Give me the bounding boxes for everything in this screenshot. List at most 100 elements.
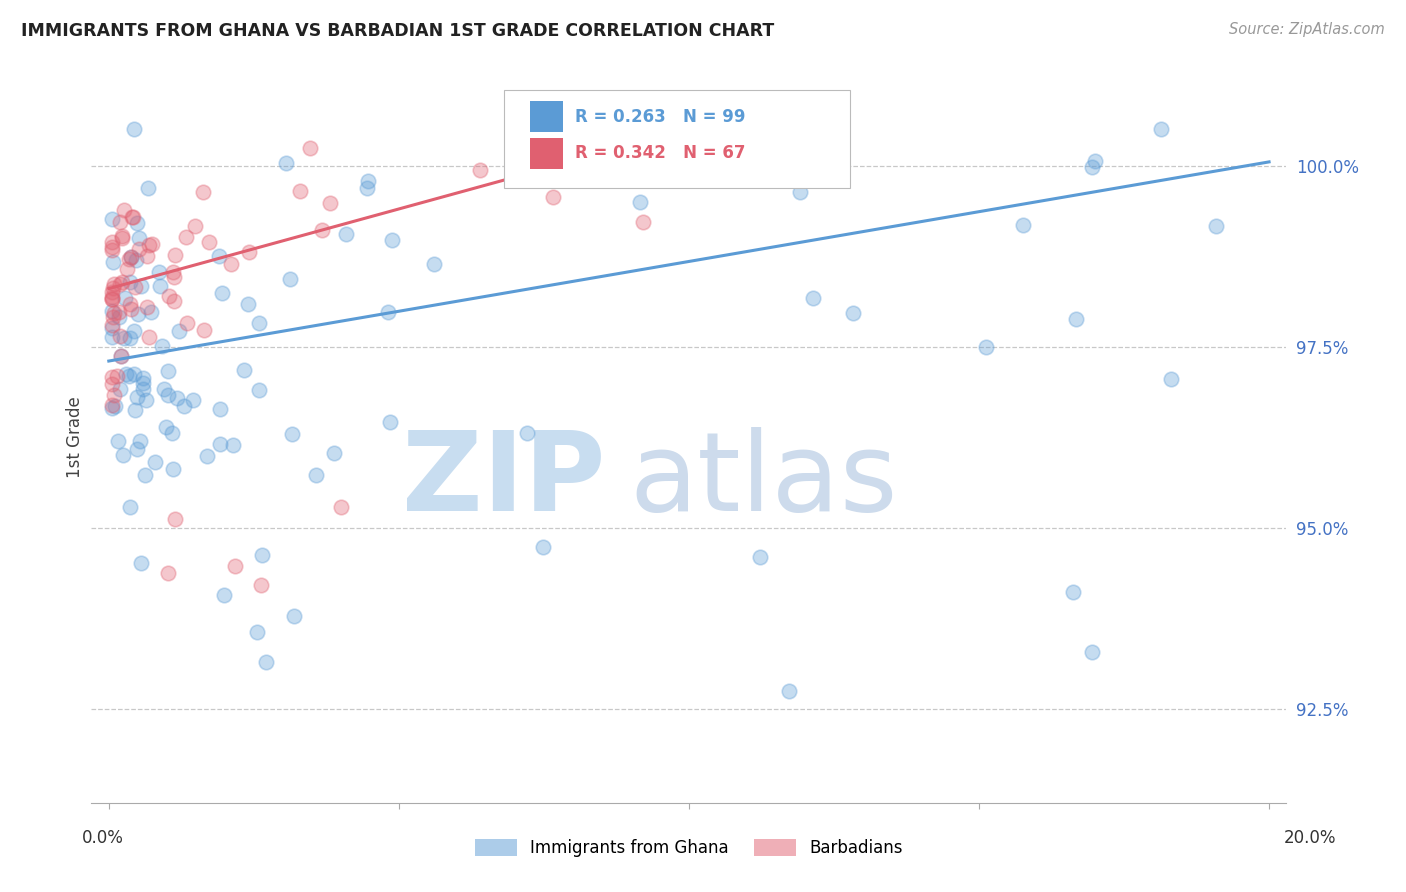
Point	[112, 203, 135, 218]
Point	[105, 368, 128, 383]
Point	[633, 122, 655, 136]
Point	[250, 549, 273, 563]
Point	[108, 383, 131, 397]
Point	[107, 434, 129, 448]
Point	[112, 448, 135, 462]
Text: 0.0%: 0.0%	[82, 829, 124, 847]
Point	[103, 306, 125, 320]
Point	[319, 195, 342, 210]
Point	[118, 275, 141, 289]
Point	[1150, 122, 1173, 136]
Point	[110, 329, 132, 343]
Point	[274, 156, 297, 170]
Point	[101, 235, 124, 249]
Point	[108, 305, 131, 319]
Point	[101, 401, 124, 415]
Point	[381, 233, 404, 247]
Point	[153, 383, 176, 397]
Text: R = 0.342   N = 67: R = 0.342 N = 67	[575, 145, 747, 162]
Point	[254, 655, 277, 669]
Point	[165, 247, 187, 261]
Point	[118, 252, 141, 266]
Point	[122, 122, 145, 136]
Point	[842, 306, 865, 320]
Point	[335, 227, 357, 242]
Point	[468, 163, 491, 178]
Point	[224, 559, 246, 574]
Point	[121, 211, 143, 225]
Point	[138, 238, 160, 252]
Point	[184, 219, 207, 234]
Point	[378, 415, 401, 429]
Point	[193, 185, 215, 199]
Point	[633, 215, 655, 229]
Point	[1012, 219, 1035, 233]
Point	[100, 370, 122, 384]
Point	[278, 272, 301, 286]
Point	[209, 402, 232, 417]
Point	[103, 388, 125, 402]
Point	[127, 216, 149, 230]
Point	[129, 557, 152, 571]
Point	[145, 455, 167, 469]
Point	[176, 316, 198, 330]
Point	[323, 446, 346, 460]
Point	[531, 540, 554, 554]
Bar	[530, 138, 564, 169]
Point	[516, 425, 538, 440]
Point	[110, 277, 132, 292]
Point	[283, 608, 305, 623]
Point	[249, 578, 271, 592]
Point	[125, 390, 148, 404]
Point	[162, 265, 184, 279]
Point	[135, 392, 157, 407]
Point	[127, 307, 149, 321]
Point	[114, 291, 136, 305]
Point	[111, 230, 134, 244]
Point	[155, 420, 177, 434]
Point	[150, 339, 173, 353]
Point	[311, 222, 333, 236]
Point	[141, 237, 163, 252]
Point	[1205, 219, 1227, 233]
Point	[198, 235, 221, 249]
Point	[101, 304, 124, 318]
Point	[159, 288, 181, 302]
Point	[100, 285, 122, 300]
Point	[125, 442, 148, 456]
Point	[748, 550, 770, 565]
Point	[219, 256, 242, 270]
Point	[299, 141, 322, 155]
Point	[148, 265, 170, 279]
Point	[195, 450, 218, 464]
Text: 20.0%: 20.0%	[1284, 829, 1337, 847]
Point	[212, 588, 235, 602]
Text: ZIP: ZIP	[402, 427, 605, 534]
Text: R = 0.263   N = 99: R = 0.263 N = 99	[575, 108, 747, 126]
Point	[208, 248, 231, 262]
Y-axis label: 1st Grade: 1st Grade	[66, 396, 84, 478]
Point	[108, 310, 131, 324]
Point	[128, 231, 150, 245]
Point	[132, 376, 155, 390]
Point	[329, 500, 352, 514]
Point	[110, 215, 132, 229]
Point	[1081, 645, 1104, 659]
Bar	[530, 102, 564, 132]
Point	[120, 500, 142, 515]
Point	[120, 331, 142, 345]
Point	[377, 305, 399, 319]
Point	[236, 296, 259, 310]
Point	[112, 330, 135, 344]
Point	[118, 368, 141, 383]
Point	[104, 399, 127, 413]
Point	[122, 367, 145, 381]
Point	[166, 392, 188, 406]
Point	[100, 318, 122, 332]
Point	[134, 468, 156, 483]
Point	[100, 211, 122, 226]
Point	[1062, 584, 1084, 599]
Point	[232, 363, 254, 377]
Point	[100, 398, 122, 412]
Point	[209, 437, 232, 451]
